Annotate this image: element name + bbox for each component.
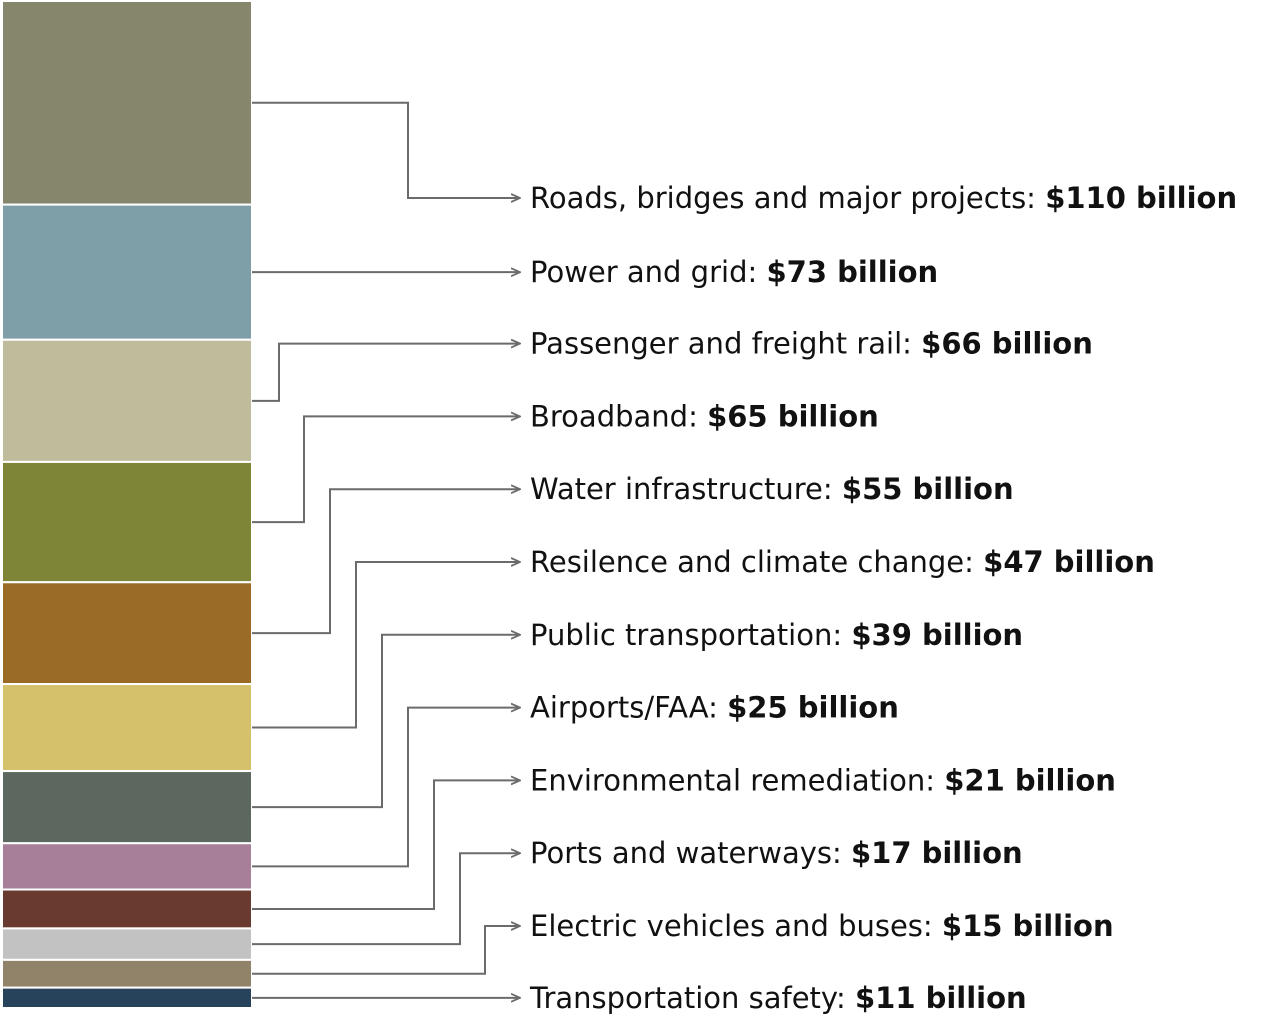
bar-segment-power-and-grid [1,203,253,341]
bar-segment-passenger-and-freight-rail [1,338,253,463]
leader-line-public-transportation [252,635,519,809]
category-name: Ports and waterways: [530,836,851,870]
category-labels: Roads, bridges and major projects: $110 … [529,181,1237,1015]
value-label: $110 billion [1045,181,1237,215]
category-label-environmental-remediation: Environmental remediation: $21 billion [530,763,1116,797]
leader-line-passenger-and-freight-rail [252,344,519,402]
category-name: Water infrastructure: [530,472,842,506]
bar-segment-roads-bridges-and-major-projects [1,0,253,206]
category-label-electric-vehicles-and-buses: Electric vehicles and buses: $15 billion [530,909,1114,943]
category-label-transportation-safety: Transportation safety: $11 billion [529,981,1027,1015]
bar-segment-transportation-safety [1,986,253,1010]
category-name: Broadband: [530,399,707,433]
category-name: Roads, bridges and major projects: [530,181,1045,215]
category-name: Public transportation: [530,618,851,652]
leader-lines [252,101,519,998]
category-label-ports-and-waterways: Ports and waterways: $17 billion [530,836,1023,870]
category-name: Resilence and climate change: [530,545,983,579]
value-label: $15 billion [942,909,1114,943]
leader-line-airports-faa [252,708,519,868]
value-label: $17 billion [851,836,1023,870]
bar-segment-water-infrastructure [1,581,253,686]
category-name: Electric vehicles and buses: [530,909,942,943]
leader-line-resilence-and-climate-change [252,562,519,729]
category-label-water-infrastructure: Water infrastructure: $55 billion [530,472,1014,506]
category-name: Environmental remediation: [530,763,944,797]
bar-segment-ports-and-waterways [1,927,253,961]
category-name: Airports/FAA: [530,691,727,725]
value-label: $65 billion [707,399,879,433]
bar-segment-electric-vehicles-and-buses [1,958,253,989]
bar-segment-resilence-and-climate-change [1,683,253,773]
category-label-airports-faa: Airports/FAA: $25 billion [530,691,899,725]
leader-line-electric-vehicles-and-buses [252,926,519,975]
category-name: Passenger and freight rail: [530,327,921,361]
value-label: $11 billion [855,981,1027,1015]
category-label-power-and-grid: Power and grid: $73 billion [530,255,938,289]
category-label-resilence-and-climate-change: Resilence and climate change: $47 billio… [530,545,1155,579]
leader-line-environmental-remediation [252,780,519,910]
value-label: $21 billion [944,763,1116,797]
stacked-bar [1,0,253,1010]
bar-segment-broadband [1,460,253,584]
category-name: Transportation safety: [529,981,855,1015]
leader-line-broadband [252,416,519,524]
category-label-passenger-and-freight-rail: Passenger and freight rail: $66 billion [530,327,1093,361]
bar-segment-public-transportation [1,770,253,845]
leader-line-ports-and-waterways [252,853,519,946]
category-label-broadband: Broadband: $65 billion [530,399,879,433]
value-label: $25 billion [727,691,899,725]
leader-line-roads-bridges-and-major-projects [252,101,519,198]
category-label-roads-bridges-and-major-projects: Roads, bridges and major projects: $110 … [530,181,1237,215]
category-name: Power and grid: [530,255,766,289]
value-label: $66 billion [921,327,1093,361]
value-label: $55 billion [842,472,1014,506]
value-label: $47 billion [983,545,1155,579]
bar-segment-airports-faa [1,842,253,891]
leader-line-water-infrastructure [252,489,519,635]
category-label-public-transportation: Public transportation: $39 billion [530,618,1023,652]
value-label: $39 billion [851,618,1023,652]
value-label: $73 billion [766,255,938,289]
bar-segment-environmental-remediation [1,888,253,930]
